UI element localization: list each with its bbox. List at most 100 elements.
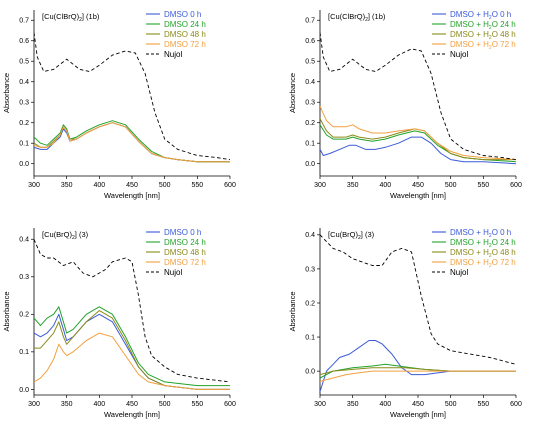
y-tick-label: 0.2 xyxy=(19,312,29,319)
x-axis-title: Wavelength [nm] xyxy=(390,410,446,419)
x-tick-label: 550 xyxy=(191,401,203,408)
x-tick-label: 600 xyxy=(224,401,236,408)
series-line-4 xyxy=(320,370,516,382)
x-tick-label: 300 xyxy=(28,401,40,408)
x-tick-label: 600 xyxy=(224,182,236,189)
x-tick-label: 600 xyxy=(510,182,522,189)
x-axis-title: Wavelength [nm] xyxy=(104,191,160,200)
series-line-2 xyxy=(34,306,230,387)
panel-1: 300 350 400 450 500 550 600 0.0 0.1 0.2 0.3 0.4 0.5 0… xyxy=(2,10,236,200)
series-line-1 xyxy=(320,340,516,392)
legend-label: DMSO + H2​O 24 h xyxy=(450,238,516,249)
y-axis-title: Absorbance xyxy=(288,291,297,331)
x-tick-label: 300 xyxy=(28,182,40,189)
y-tick-label: 0.3 xyxy=(19,100,29,107)
series-line-3 xyxy=(34,310,230,390)
x-tick-label: 450 xyxy=(412,401,424,408)
panel-title: [Cu(ClBrQ)2​] (1b) xyxy=(42,12,100,23)
legend-label: DMSO 72 h xyxy=(164,40,206,49)
y-axis-title: Absorbance xyxy=(288,73,297,113)
y-tick-label: 0.6 xyxy=(19,38,29,45)
panel-4: 300 350 400 450 500 550 600 0.0 0.1 0.2 0.3 0.4 Wave… xyxy=(288,228,522,419)
x-tick-label: 500 xyxy=(445,182,457,189)
series-line-2 xyxy=(320,124,516,163)
y-tick-label: 0.1 xyxy=(305,141,315,148)
y-tick-label: 0.4 xyxy=(305,79,315,86)
panel-title: [Cu(BrQ)2​] (3) xyxy=(42,230,89,241)
panel-3: 300 350 400 450 500 550 600 0.0 0.1 0.2 0.3 0.4 Wave… xyxy=(2,228,236,419)
legend-label: Nujol xyxy=(164,50,182,59)
panel-title: [Cu(ClBrQ)2​] (1b) xyxy=(328,12,386,23)
y-tick-label: 0.0 xyxy=(19,387,29,394)
legend-label: DMSO 72 h xyxy=(164,258,206,267)
panel-title: [Cu(BrQ)2​] (3) xyxy=(328,230,375,241)
y-tick-label: 0.2 xyxy=(305,120,315,127)
x-axis-title: Wavelength [nm] xyxy=(390,191,446,200)
x-tick-label: 300 xyxy=(314,182,326,189)
y-tick-label: 0.1 xyxy=(19,141,29,148)
y-axis-title: Absorbance xyxy=(2,73,11,113)
legend-label: DMSO 0 h xyxy=(164,10,201,19)
legend-label: DMSO + H2​O 0 h xyxy=(450,228,511,239)
series-line-3 xyxy=(320,118,516,161)
x-tick-label: 450 xyxy=(412,182,424,189)
legend-label: DMSO 0 h xyxy=(164,228,201,237)
x-tick-label: 300 xyxy=(314,401,326,408)
x-tick-label: 350 xyxy=(61,182,73,189)
legend-label: Nujol xyxy=(164,268,182,277)
series-line-4 xyxy=(34,332,230,390)
series-line-1 xyxy=(320,136,516,165)
y-tick-label: 0.1 xyxy=(19,349,29,356)
y-tick-label: 0.4 xyxy=(19,237,29,244)
y-tick-label: 0.0 xyxy=(305,369,315,376)
x-tick-label: 600 xyxy=(510,401,522,408)
y-tick-label: 0.7 xyxy=(305,18,315,25)
panel-2: 300 350 400 450 500 550 600 0.0 0.1 0.2 0.3 0.4 0.5 0… xyxy=(288,10,522,200)
series-line-5 xyxy=(320,234,516,365)
y-tick-label: 0.1 xyxy=(305,334,315,341)
y-tick-label: 0.0 xyxy=(19,161,29,168)
x-tick-label: 500 xyxy=(159,401,171,408)
x-tick-label: 450 xyxy=(126,401,138,408)
x-tick-label: 500 xyxy=(445,401,457,408)
x-tick-label: 400 xyxy=(93,401,105,408)
x-tick-label: 400 xyxy=(379,401,391,408)
y-tick-label: 0.7 xyxy=(19,18,29,25)
x-tick-label: 350 xyxy=(347,182,359,189)
y-tick-label: 0.4 xyxy=(19,79,29,86)
x-tick-label: 400 xyxy=(379,182,391,189)
legend-label: DMSO + H2​O 24 h xyxy=(450,20,516,31)
y-tick-label: 0.2 xyxy=(305,300,315,307)
series-line-4 xyxy=(34,122,230,163)
series-line-5 xyxy=(34,32,230,161)
legend-label: DMSO 48 h xyxy=(164,30,206,39)
y-tick-label: 0.3 xyxy=(19,274,29,281)
legend-label: DMSO 24 h xyxy=(164,238,206,247)
series-line-5 xyxy=(320,32,516,161)
y-tick-label: 0.6 xyxy=(305,38,315,45)
y-tick-label: 0.3 xyxy=(305,100,315,107)
x-tick-label: 350 xyxy=(347,401,359,408)
legend-label: DMSO + H2​O 48 h xyxy=(450,248,516,259)
y-tick-label: 0.5 xyxy=(305,59,315,66)
x-tick-label: 350 xyxy=(61,401,73,408)
y-tick-label: 0.2 xyxy=(19,120,29,127)
y-tick-label: 0.4 xyxy=(305,232,315,239)
legend-label: DMSO 24 h xyxy=(164,20,206,29)
series-line-4 xyxy=(320,106,516,161)
legend-label: DMSO + H2​O 0 h xyxy=(450,10,511,21)
legend-label: DMSO + H2​O 72 h xyxy=(450,258,516,269)
x-tick-label: 450 xyxy=(126,182,138,189)
x-tick-label: 550 xyxy=(477,182,489,189)
legend-label: Nujol xyxy=(450,50,468,59)
y-tick-label: 0.5 xyxy=(19,59,29,66)
legend-label: DMSO 48 h xyxy=(164,248,206,257)
legend-label: DMSO + H2​O 72 h xyxy=(450,40,516,51)
y-tick-label: 0.3 xyxy=(305,266,315,273)
y-axis-title: Absorbance xyxy=(2,291,11,331)
legend-label: DMSO + H2​O 48 h xyxy=(450,30,516,41)
x-tick-label: 550 xyxy=(191,182,203,189)
legend-label: Nujol xyxy=(450,268,468,277)
x-tick-label: 400 xyxy=(93,182,105,189)
